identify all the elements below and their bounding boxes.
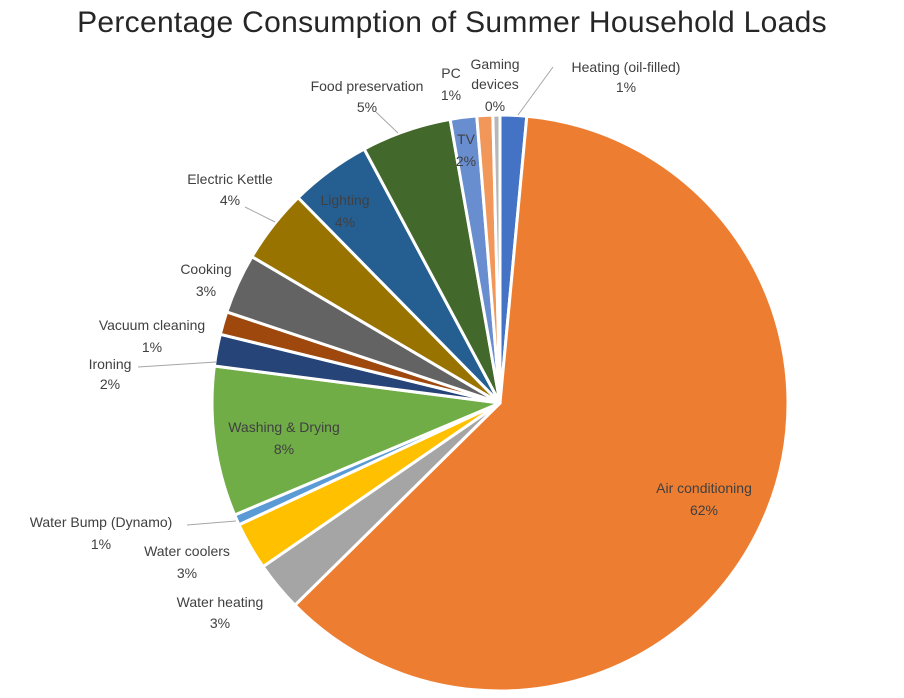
data-label-name-electric-kettle: Electric Kettle <box>187 171 273 187</box>
data-label-value-food-preservation: 5% <box>357 99 377 115</box>
pie-slice-washing-drying <box>210 364 502 517</box>
data-label-value-lighting: 4% <box>335 214 355 230</box>
data-label-name-vacuum-cleaning: Vacuum cleaning <box>99 317 205 333</box>
data-label-value-heating-oil-filled: 1% <box>616 79 636 95</box>
data-label-name-cooking: Cooking <box>180 261 231 277</box>
data-label-value-water-heating: 3% <box>210 615 230 631</box>
data-label-name-water-heating: Water heating <box>177 594 264 610</box>
leader-line-water-bump-dynamo <box>186 520 237 526</box>
data-label-name-gaming-devices: Gaming <box>470 56 519 72</box>
data-label-name-ironing: Ironing <box>89 356 132 372</box>
data-label-value-pc: 1% <box>441 87 461 103</box>
data-label-name-gaming-devices: devices <box>471 76 518 92</box>
chart-title: Percentage Consumption of Summer Househo… <box>77 6 827 39</box>
data-label-value-vacuum-cleaning: 1% <box>142 339 162 355</box>
leader-line-food-preservation <box>375 111 399 134</box>
data-label-name-food-preservation: Food preservation <box>311 78 424 94</box>
data-label-value-cooking: 3% <box>196 283 216 299</box>
data-label-value-washing-drying: 8% <box>274 441 294 457</box>
data-label-name-water-bump-dynamo: Water Bump (Dynamo) <box>30 514 173 530</box>
leader-line-heating-oil-filled <box>517 66 554 116</box>
data-label-value-air-conditioning: 62% <box>690 502 718 518</box>
data-label-value-water-bump-dynamo: 1% <box>91 536 111 552</box>
leader-line-electric-kettle <box>244 206 276 223</box>
data-label-value-ironing: 2% <box>100 376 120 392</box>
data-label-name-pc: PC <box>441 65 460 81</box>
data-label-name-heating-oil-filled: Heating (oil-filled) <box>572 59 681 75</box>
data-label-value-electric-kettle: 4% <box>220 192 240 208</box>
data-label-value-water-coolers: 3% <box>177 565 197 581</box>
data-label-name-washing-drying: Washing & Drying <box>228 419 340 435</box>
data-label-value-gaming-devices: 0% <box>485 98 505 114</box>
leader-line-ironing <box>137 361 217 368</box>
data-label-value-tv: 2% <box>456 153 476 169</box>
pie-slice-gaming-devices <box>491 113 502 405</box>
data-label-name-lighting: Lighting <box>320 192 369 208</box>
pie-slice-air-conditioning <box>293 114 790 693</box>
data-label-name-water-coolers: Water coolers <box>144 543 230 559</box>
data-label-name-tv: TV <box>457 131 476 147</box>
data-label-name-air-conditioning: Air conditioning <box>656 480 752 496</box>
